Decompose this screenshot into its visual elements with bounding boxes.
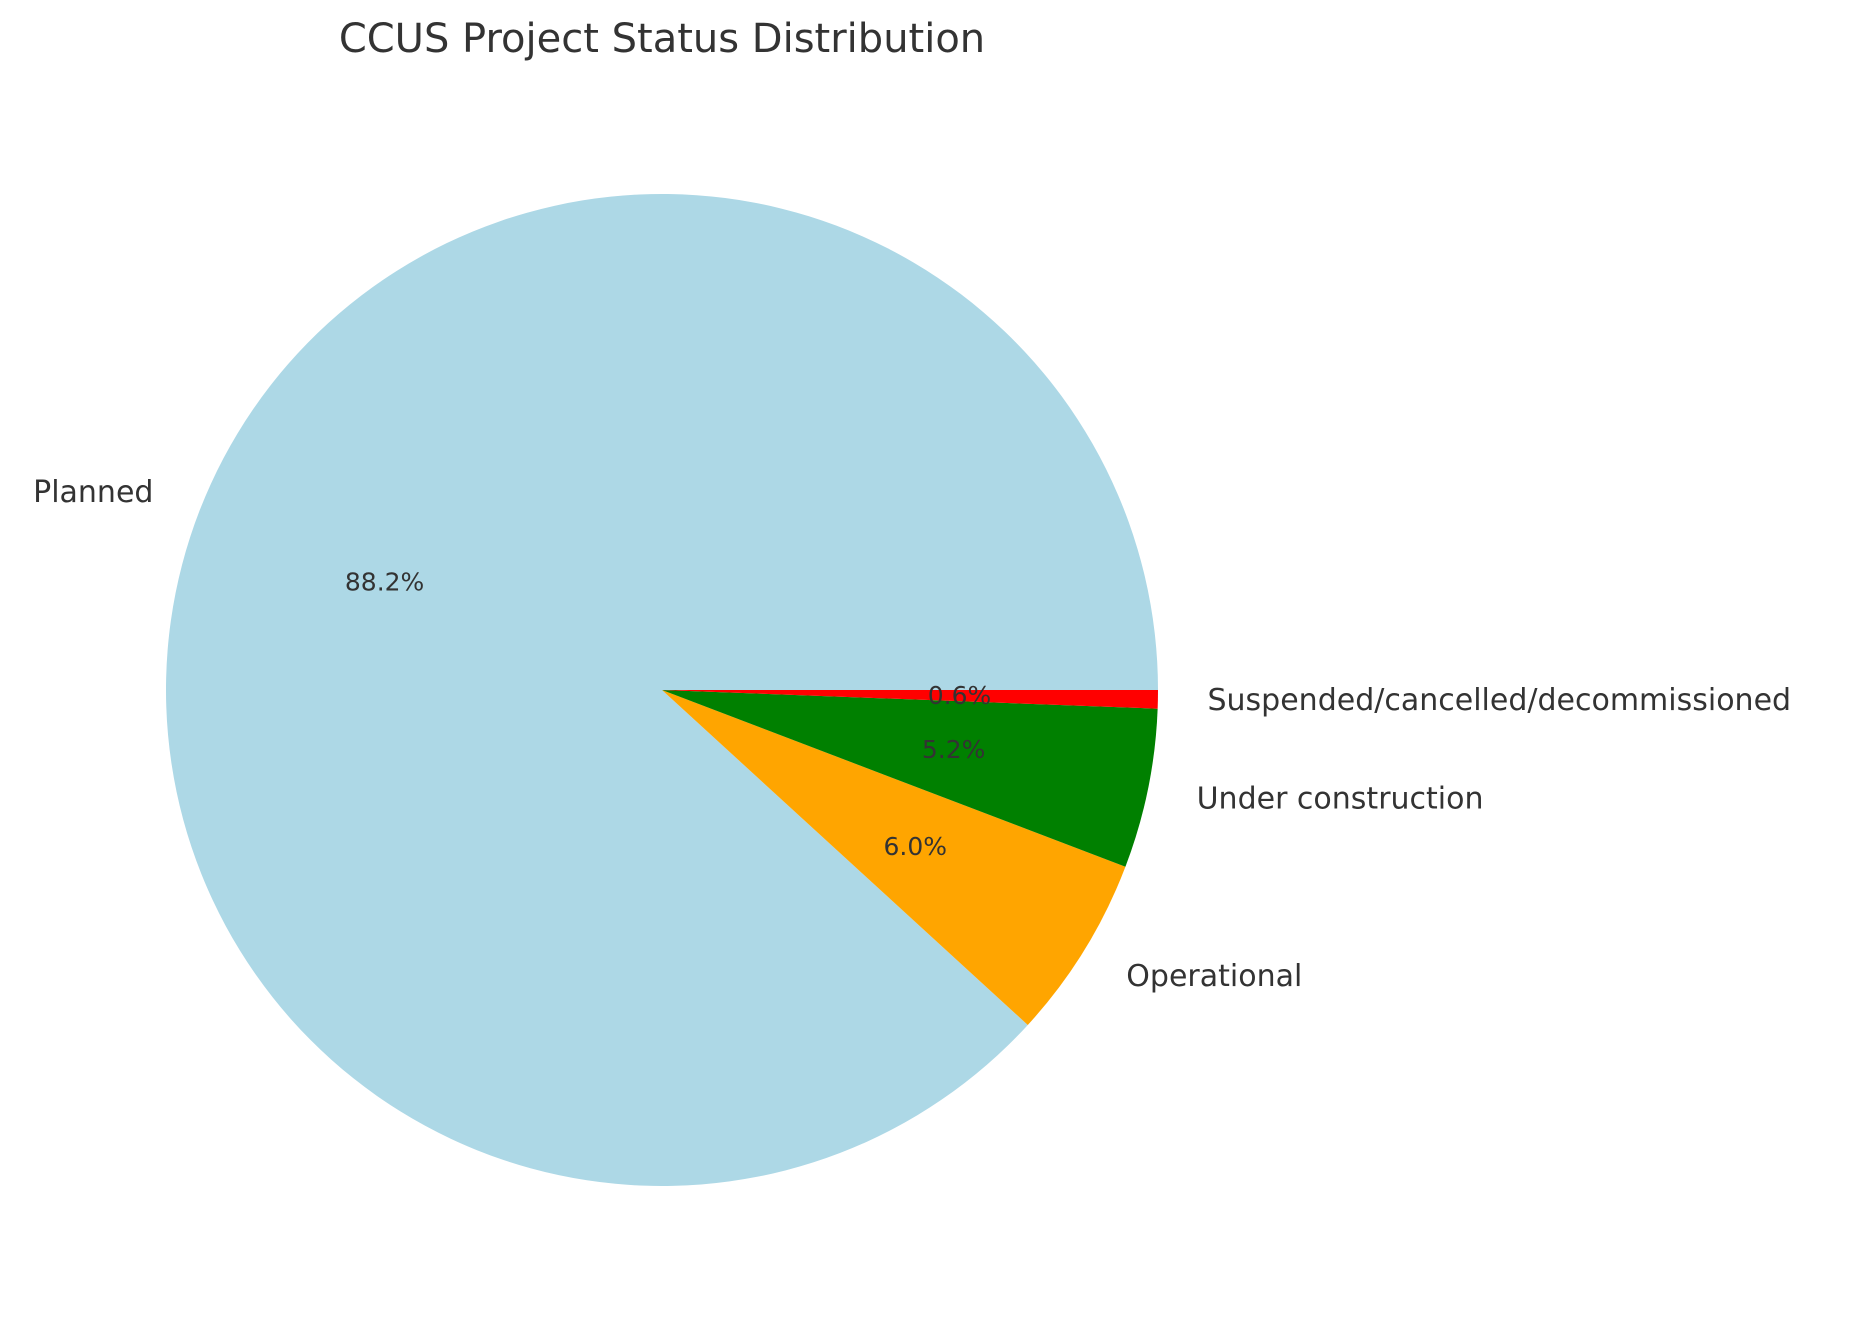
slice-label-suspended-cancelled-decommissioned: Suspended/cancelled/decommissioned xyxy=(1208,683,1792,718)
pie-slice-under-construction xyxy=(662,690,1158,867)
pct-label-under-construction: 5.2% xyxy=(922,735,986,764)
slice-label-planned: Planned xyxy=(33,475,153,510)
pct-label-planned: 88.2% xyxy=(345,568,424,597)
pct-label-suspended-cancelled-decommissioned: 0.6% xyxy=(928,681,992,710)
pct-label-operational: 6.0% xyxy=(883,832,947,861)
pie-slice-operational xyxy=(662,690,1126,1025)
pie-slice-planned xyxy=(166,193,1158,1186)
slice-labels: Planned Operational Under construction Susp… xyxy=(33,475,1791,994)
percentage-labels: 88.2% 6.0% 5.2% 0.6% xyxy=(345,568,991,861)
pie-slices xyxy=(166,193,1158,1186)
slice-label-operational: Operational xyxy=(1126,959,1302,994)
chart-title: CCUS Project Status Distribution xyxy=(339,16,985,62)
slice-label-under-construction: Under construction xyxy=(1197,781,1484,816)
pie-slice-suspended-cancelled-decommissioned xyxy=(662,690,1158,709)
